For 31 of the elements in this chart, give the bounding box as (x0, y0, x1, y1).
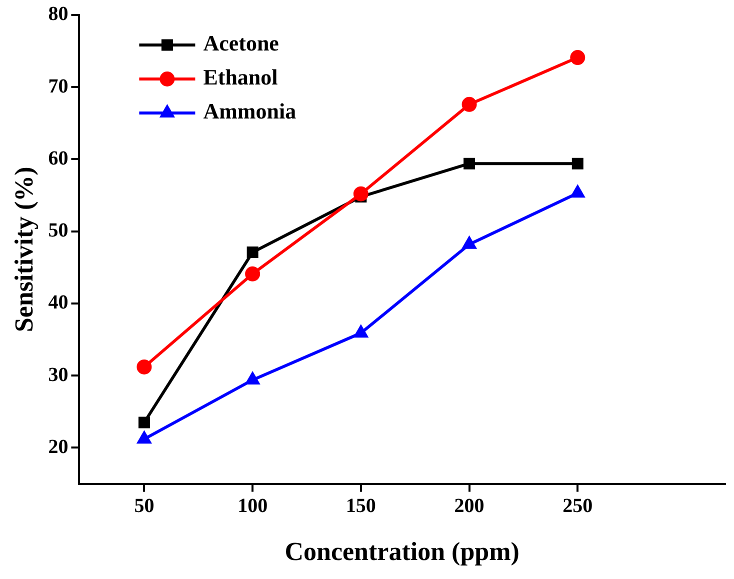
x-tick-label: 250 (562, 494, 593, 517)
point (464, 158, 476, 170)
y-tick-label: 50 (48, 220, 68, 242)
point (353, 186, 368, 202)
x-tick-label: 50 (134, 494, 154, 517)
y-tick-label: 30 (48, 364, 68, 386)
point (246, 372, 260, 384)
point (462, 236, 476, 249)
point (246, 246, 258, 258)
y-tick-label: 80 (48, 3, 68, 26)
point (136, 359, 152, 374)
point (138, 416, 150, 428)
y-tick-label: 40 (48, 292, 68, 314)
legend-label: Ethanol (203, 64, 278, 90)
y-tick-label: 60 (48, 147, 68, 170)
point (570, 186, 584, 198)
x-axis-title: Concentration (ppm) (284, 537, 520, 566)
legend-label: Ammonia (203, 98, 296, 124)
point (462, 96, 477, 112)
x-tick-label: 150 (346, 494, 376, 517)
legend-label: Acetone (203, 30, 280, 56)
point (138, 432, 151, 444)
y-tick-label: 20 (48, 436, 68, 458)
x-tick-label: 200 (454, 494, 484, 517)
point (354, 326, 368, 338)
point (572, 158, 584, 170)
y-tick-label: 70 (48, 75, 68, 98)
point (245, 266, 260, 282)
point (570, 50, 586, 66)
y-axis-title: Sensitivity (%) (9, 166, 38, 332)
x-tick-label: 100 (238, 494, 268, 517)
